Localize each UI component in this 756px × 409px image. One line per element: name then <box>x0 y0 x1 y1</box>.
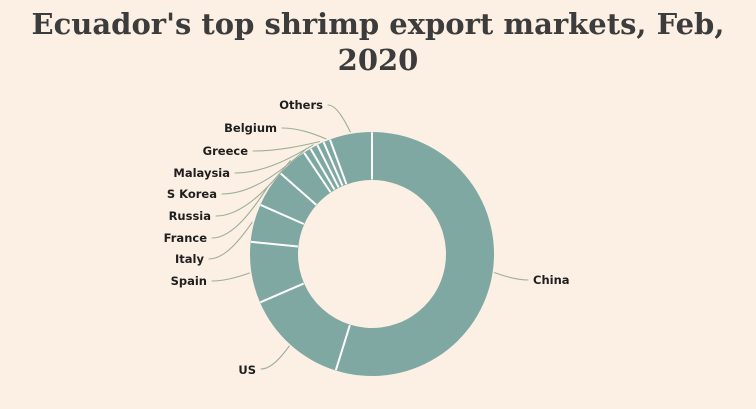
leader-line-france <box>211 186 269 239</box>
donut-slice-s-korea[interactable] <box>304 148 335 193</box>
slice-separator-3 <box>250 240 298 248</box>
leader-line-italy <box>208 221 253 260</box>
slice-separator-10 <box>329 139 348 185</box>
slice-label-others: Others <box>279 98 323 112</box>
slice-label-us: US <box>238 363 256 377</box>
slice-label-belgium: Belgium <box>224 121 277 135</box>
slice-separator-8 <box>316 144 340 188</box>
donut-slice-others[interactable] <box>329 131 372 185</box>
leader-line-us <box>260 345 290 370</box>
leader-line-greece <box>252 141 321 152</box>
slice-separator-1 <box>334 324 351 371</box>
slice-separator-9 <box>322 141 344 187</box>
leader-line-s-korea <box>221 148 307 195</box>
slice-separator-4 <box>260 204 305 225</box>
donut-slices <box>250 131 495 376</box>
donut-slice-italy[interactable] <box>250 204 305 247</box>
donut-slice-malaysia[interactable] <box>310 144 339 191</box>
chart-title-line1: Ecuador's top shrimp export markets, Feb… <box>31 7 725 41</box>
slice-label-russia: Russia <box>169 209 211 223</box>
donut-slice-greece[interactable] <box>317 142 343 188</box>
donut-slice-belgium[interactable] <box>323 139 347 187</box>
leader-line-russia <box>215 160 291 217</box>
slice-label-spain: Spain <box>171 274 207 288</box>
leader-lines <box>208 104 529 370</box>
leader-line-spain <box>211 272 251 282</box>
slice-separator-6 <box>303 152 332 193</box>
chart-title: Ecuador's top shrimp export markets, Feb… <box>0 6 756 78</box>
chart-title-line2: 2020 <box>337 43 419 77</box>
slice-label-malaysia: Malaysia <box>173 166 230 180</box>
slice-label-s-korea: S Korea <box>167 187 217 201</box>
slice-label-italy: Italy <box>175 252 204 266</box>
donut-slice-china[interactable] <box>335 132 495 376</box>
leader-line-malaysia <box>234 144 314 174</box>
donut-slice-spain[interactable] <box>250 241 305 303</box>
slice-separator-5 <box>280 172 317 206</box>
donut-slice-france[interactable] <box>260 173 317 225</box>
leader-line-others <box>327 104 351 133</box>
donut-slice-russia[interactable] <box>280 152 331 206</box>
slice-labels: China US Spain Italy France Russia S Korea Mala… <box>164 98 570 377</box>
slice-label-china: China <box>533 273 570 287</box>
leader-line-belgium <box>281 127 327 140</box>
slice-separators <box>250 132 373 371</box>
donut-slice-us[interactable] <box>260 283 351 371</box>
slice-label-france: France <box>164 231 208 245</box>
slice-separator-2 <box>259 282 305 304</box>
slice-label-greece: Greece <box>203 144 249 158</box>
slice-separator-7 <box>309 148 336 191</box>
leader-line-china <box>494 272 529 281</box>
